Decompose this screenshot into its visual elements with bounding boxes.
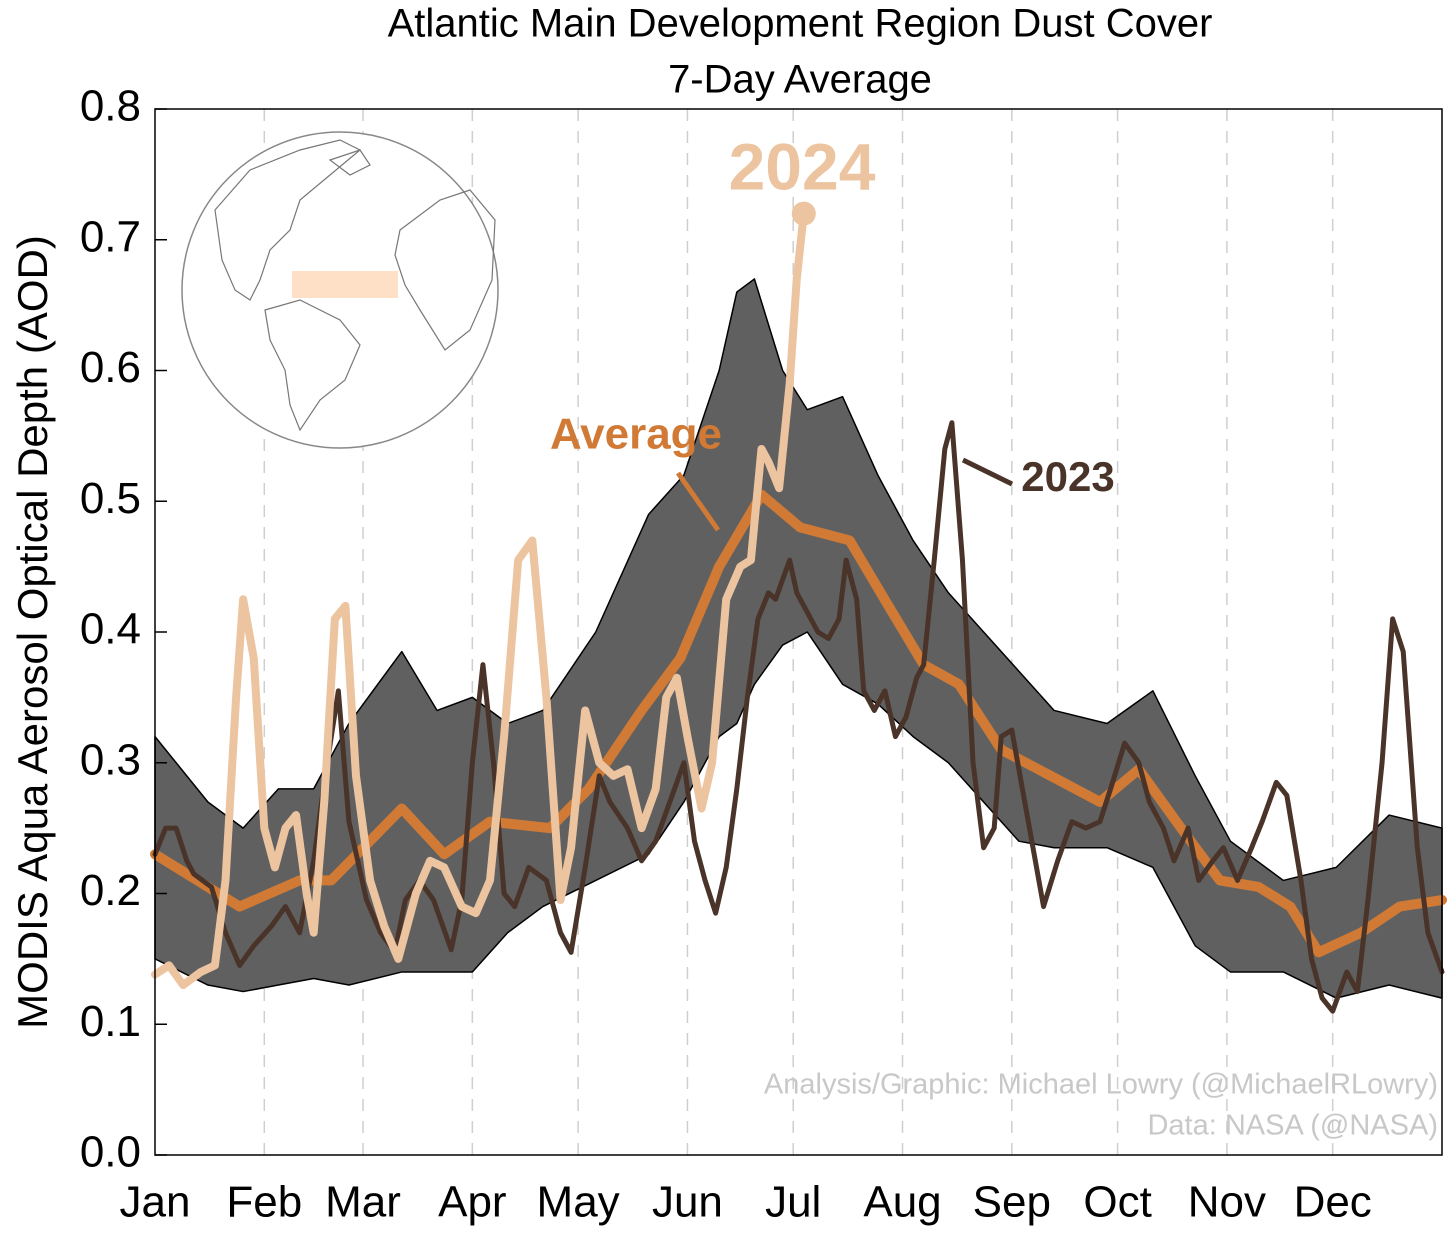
x-tick-label: May <box>537 1178 620 1227</box>
y-tick-label: 0.0 <box>80 1128 141 1177</box>
y-tick-label: 0.8 <box>80 82 141 131</box>
y-tick-label: 0.2 <box>80 866 141 915</box>
y-tick-label: 0.7 <box>80 212 141 261</box>
credit: Data: NASA (@NASA) <box>1147 1110 1438 1142</box>
region-highlight <box>292 271 398 298</box>
y-tick-label: 0.4 <box>80 605 141 654</box>
y-tick-label: 0.5 <box>80 474 141 523</box>
x-tick-label: Jan <box>120 1178 191 1227</box>
y-axis-label: MODIS Aqua Aerosol Optical Depth (AOD) <box>9 235 56 1029</box>
chart-subtitle: 7-Day Average <box>668 58 932 102</box>
series-label: Average <box>550 410 722 459</box>
series-label: 2023 <box>1021 453 1114 500</box>
x-tick-label: Oct <box>1083 1178 1151 1227</box>
continent <box>394 189 496 351</box>
y-tick-label: 0.3 <box>80 735 141 784</box>
x-tick-label: Sep <box>973 1178 1051 1227</box>
x-tick-label: Feb <box>226 1178 302 1227</box>
annotations: 2024 Average 2023 Analysis/Graphic: Mich… <box>550 129 1438 1141</box>
y-tick-label: 0.6 <box>80 343 141 392</box>
x-tick-label: Aug <box>863 1178 941 1227</box>
series-line <box>150 489 1447 958</box>
globe-inset <box>181 131 499 449</box>
x-tick-label: Mar <box>325 1178 401 1227</box>
continent <box>264 299 361 432</box>
credit: Analysis/Graphic: Michael Lowry (@Michae… <box>764 1069 1438 1101</box>
x-tick-label: Jun <box>652 1178 723 1227</box>
leader-line <box>675 471 721 532</box>
x-tick-label: Nov <box>1188 1178 1266 1227</box>
continent <box>328 149 371 176</box>
y-tick-label: 0.1 <box>80 997 141 1046</box>
leader-line <box>961 457 1014 487</box>
line-layer <box>150 201 1447 1014</box>
series-label: 2024 <box>729 129 876 203</box>
end-marker <box>791 201 816 226</box>
series-line <box>151 209 808 990</box>
x-tick-label: Jul <box>765 1178 821 1227</box>
x-tick-label: Apr <box>438 1178 506 1227</box>
continent <box>214 139 362 301</box>
x-tick-label: Dec <box>1294 1178 1372 1227</box>
chart-title: Atlantic Main Development Region Dust Co… <box>388 2 1213 46</box>
